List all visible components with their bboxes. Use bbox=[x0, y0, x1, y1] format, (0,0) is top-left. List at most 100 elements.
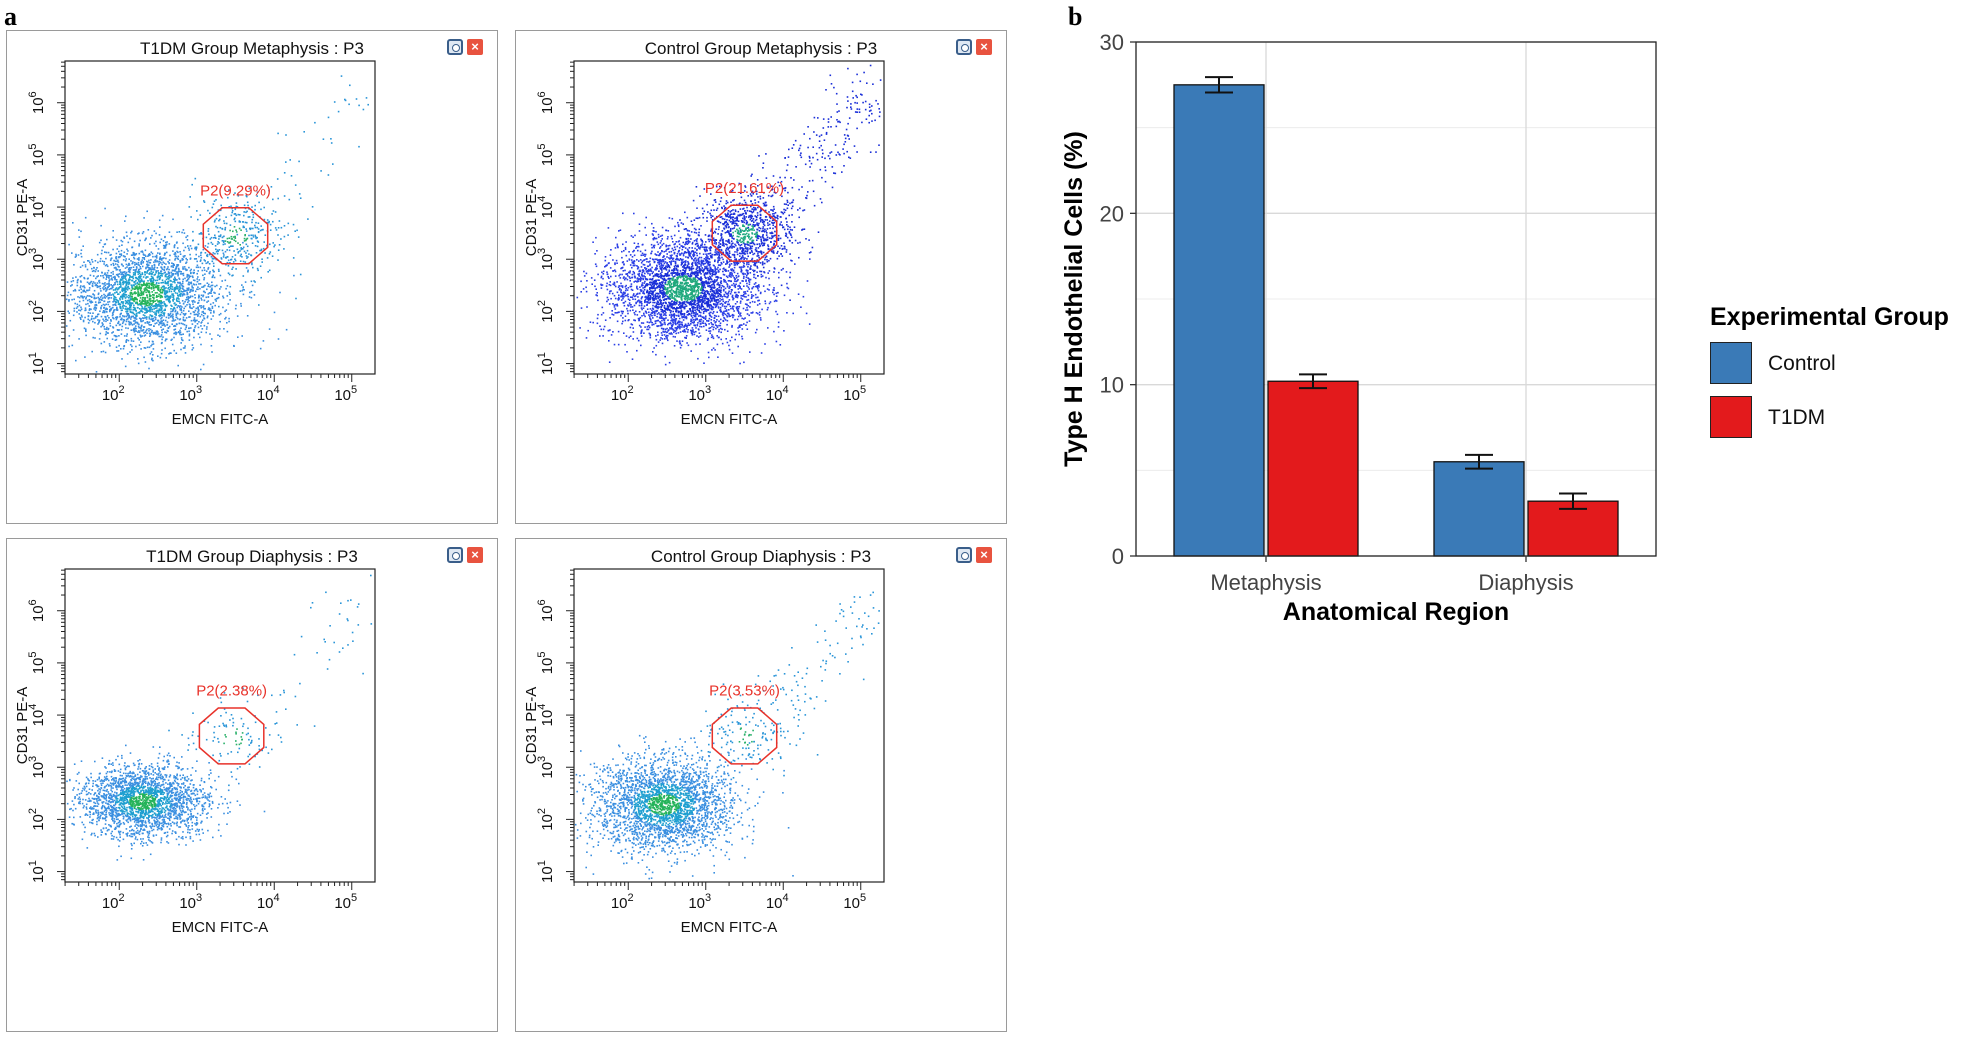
x-tick-label: 103 bbox=[179, 384, 202, 404]
y-tick-label: 106 bbox=[27, 599, 47, 622]
gate-label: P2(2.38%) bbox=[196, 683, 267, 700]
x-tick-label: 104 bbox=[257, 892, 280, 912]
legend-title: Experimental Group bbox=[1710, 303, 1949, 331]
y-tick-label: 20 bbox=[1100, 201, 1124, 226]
flow-panel-control-metaphysis: Control Group Metaphysis : P3 × P2(21.61… bbox=[515, 30, 1007, 524]
close-icon[interactable]: × bbox=[976, 39, 992, 55]
plot-frame bbox=[64, 60, 376, 375]
flow-panel-t1dm-diaphysis: T1DM Group Diaphysis : P3 × P2(2.38%) 102… bbox=[6, 538, 498, 1032]
plot-frame bbox=[1135, 41, 1657, 557]
legend-label-control: Control bbox=[1768, 352, 1836, 375]
y-tick-label: 102 bbox=[27, 808, 47, 831]
bar-t1dm-metaphysis bbox=[1267, 380, 1359, 557]
x-axis: 102 103 104 105 bbox=[573, 374, 866, 404]
x-tick-label: 103 bbox=[688, 384, 711, 404]
x-tick-label: Metaphysis bbox=[1210, 570, 1321, 595]
y-tick-label: 105 bbox=[536, 143, 556, 166]
gate-polygon bbox=[198, 707, 265, 765]
bar-chart: 0 10 20 30 Metaphysis Diaphysis Anatomical Reg… bbox=[1060, 30, 1657, 626]
x-axis-label: EMCN FITC-A bbox=[681, 411, 778, 428]
y-tick-label: 102 bbox=[536, 808, 556, 831]
x-tick-label: 104 bbox=[766, 892, 789, 912]
y-tick-label: 101 bbox=[27, 352, 47, 375]
panel-label-b: b bbox=[1068, 2, 1083, 31]
x-axis-label: EMCN FITC-A bbox=[172, 411, 269, 428]
error-bar bbox=[1205, 76, 1233, 94]
y-tick-label: 101 bbox=[27, 860, 47, 883]
x-tick-label: 102 bbox=[102, 384, 125, 404]
flow-panel-title: Control Group Diaphysis : P3 bbox=[650, 547, 872, 566]
x-axis: 102 103 104 105 bbox=[573, 882, 866, 912]
flow-panel-title: T1DM Group Metaphysis : P3 bbox=[140, 39, 364, 58]
x-tick-label: 105 bbox=[334, 384, 357, 404]
flow-panel-title: T1DM Group Diaphysis : P3 bbox=[146, 547, 358, 566]
y-tick-label: 101 bbox=[536, 352, 556, 375]
event-dots bbox=[65, 75, 369, 373]
x-axis: 102 103 104 105 bbox=[64, 374, 357, 404]
error-bar bbox=[1465, 453, 1493, 470]
y-tick-label: 10 bbox=[1100, 373, 1124, 398]
event-dots bbox=[574, 591, 880, 880]
gate-label: P2(3.53%) bbox=[709, 683, 780, 700]
close-icon[interactable]: × bbox=[467, 39, 483, 55]
event-dots bbox=[66, 574, 373, 861]
x-tick-label: 102 bbox=[102, 892, 125, 912]
x-tick-label: 102 bbox=[611, 892, 634, 912]
y-axis-label: CD31 PE-A bbox=[523, 687, 540, 765]
flow-panel-control-diaphysis: Control Group Diaphysis : P3 × P2(3.53%)… bbox=[515, 538, 1007, 1032]
y-tick-label: 106 bbox=[27, 91, 47, 114]
x-tick-label: Diaphysis bbox=[1478, 570, 1573, 595]
close-icon[interactable]: × bbox=[467, 547, 483, 563]
y-tick-label: 106 bbox=[536, 599, 556, 622]
y-tick-label: 106 bbox=[536, 91, 556, 114]
legend-label-t1dm: T1DM bbox=[1768, 406, 1826, 429]
gate-label: P2(21.61%) bbox=[705, 180, 784, 197]
y-tick-label: 105 bbox=[27, 651, 47, 674]
y-tick-label: 0 bbox=[1112, 544, 1124, 569]
flow-panel-title: Control Group Metaphysis : P3 bbox=[644, 39, 878, 58]
panel-label-a: a bbox=[4, 2, 17, 31]
bar-control-diaphysis bbox=[1433, 461, 1525, 557]
y-axis-title: Type H Endothelial Cells (%) bbox=[1060, 131, 1088, 467]
y-axis-label: CD31 PE-A bbox=[523, 179, 540, 257]
legend-swatch-t1dm bbox=[1710, 396, 1752, 438]
x-axis: 102 103 104 105 bbox=[64, 882, 357, 912]
legend-item-t1dm: T1DM bbox=[1710, 396, 1949, 440]
gear-icon[interactable] bbox=[447, 39, 463, 55]
x-axis-title: Anatomical Region bbox=[1283, 598, 1509, 626]
y-tick-label: 102 bbox=[27, 300, 47, 323]
gear-icon[interactable] bbox=[956, 547, 972, 563]
y-tick-label: 105 bbox=[536, 651, 556, 674]
flow-panel-t1dm-metaphysis: T1DM Group Metaphysis : P3 × P2(9.29%) 10… bbox=[6, 30, 498, 524]
x-tick-label: 104 bbox=[257, 384, 280, 404]
legend: Experimental Group Control T1DM bbox=[1710, 303, 1949, 440]
x-tick-label: 105 bbox=[843, 892, 866, 912]
y-tick-label: 102 bbox=[536, 300, 556, 323]
gate-polygon bbox=[202, 207, 269, 265]
x-axis-label: EMCN FITC-A bbox=[681, 919, 778, 936]
x-tick-label: 105 bbox=[334, 892, 357, 912]
gate-label: P2(9.29%) bbox=[200, 183, 271, 200]
legend-item-control: Control bbox=[1710, 342, 1949, 386]
x-tick-label: 104 bbox=[766, 384, 789, 404]
x-tick-label: 103 bbox=[179, 892, 202, 912]
x-tick-label: 105 bbox=[843, 384, 866, 404]
close-icon[interactable]: × bbox=[976, 547, 992, 563]
x-tick-label: 103 bbox=[688, 892, 711, 912]
gear-icon[interactable] bbox=[956, 39, 972, 55]
gear-icon[interactable] bbox=[447, 547, 463, 563]
error-bar bbox=[1559, 492, 1587, 510]
gate-polygon bbox=[711, 204, 778, 262]
bar-control-metaphysis bbox=[1173, 84, 1265, 557]
event-dots bbox=[576, 64, 882, 366]
y-axis-label: CD31 PE-A bbox=[14, 687, 31, 765]
y-axis-label: CD31 PE-A bbox=[14, 179, 31, 257]
legend-swatch-control bbox=[1710, 342, 1752, 384]
y-tick-label: 101 bbox=[536, 860, 556, 883]
